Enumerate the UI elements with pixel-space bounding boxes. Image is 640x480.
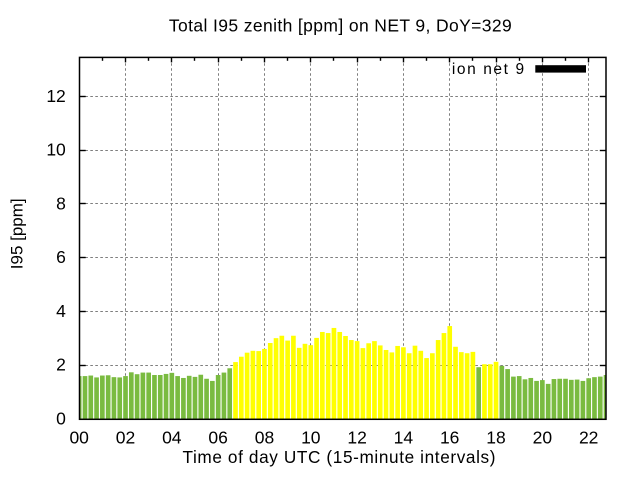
svg-text:10: 10 bbox=[301, 427, 321, 447]
svg-text:10: 10 bbox=[46, 140, 66, 160]
svg-text:02: 02 bbox=[116, 427, 135, 447]
svg-text:0: 0 bbox=[56, 409, 66, 429]
svg-text:Time of day UTC (15-minute int: Time of day UTC (15-minute intervals) bbox=[182, 447, 496, 467]
svg-text:4: 4 bbox=[56, 301, 66, 321]
svg-text:12: 12 bbox=[46, 86, 65, 106]
svg-text:04: 04 bbox=[162, 427, 182, 447]
svg-text:00: 00 bbox=[69, 427, 89, 447]
svg-text:8: 8 bbox=[56, 193, 66, 213]
svg-text:I95 [ppm]: I95 [ppm] bbox=[8, 198, 27, 269]
svg-text:14: 14 bbox=[394, 427, 414, 447]
svg-text:ion net 9: ion net 9 bbox=[452, 61, 526, 78]
svg-text:16: 16 bbox=[440, 427, 459, 447]
svg-text:Total I95 zenith [ppm] on NET: Total I95 zenith [ppm] on NET 9, DoY=329 bbox=[169, 16, 512, 36]
svg-text:06: 06 bbox=[208, 427, 227, 447]
svg-text:2: 2 bbox=[56, 355, 66, 375]
svg-text:12: 12 bbox=[347, 427, 366, 447]
svg-text:22: 22 bbox=[579, 427, 598, 447]
svg-text:08: 08 bbox=[255, 427, 274, 447]
svg-text:6: 6 bbox=[56, 247, 66, 267]
svg-text:18: 18 bbox=[486, 427, 505, 447]
svg-text:20: 20 bbox=[533, 427, 553, 447]
